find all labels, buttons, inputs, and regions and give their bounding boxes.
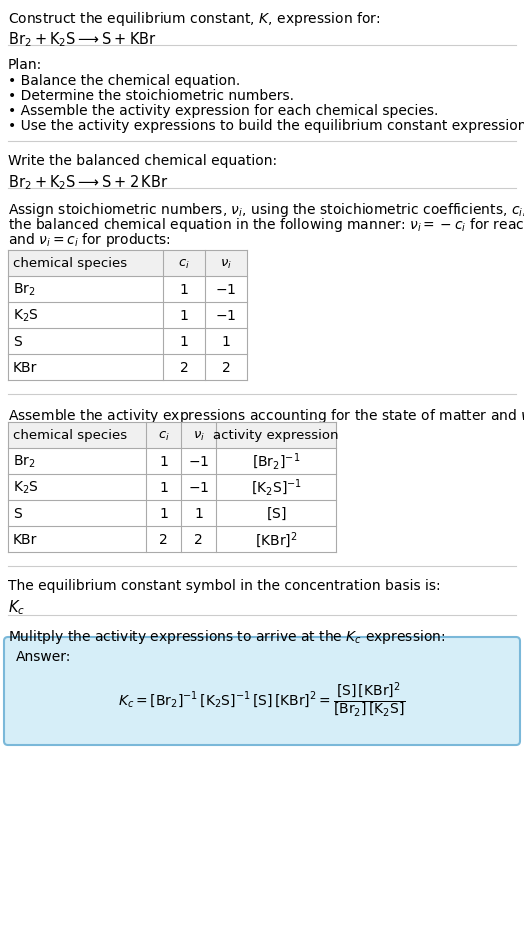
Text: $\mathrm{K_2S}$: $\mathrm{K_2S}$ bbox=[13, 479, 39, 496]
Text: chemical species: chemical species bbox=[13, 429, 127, 442]
Text: 2: 2 bbox=[194, 532, 203, 546]
Text: $\mathrm{Br_2 + K_2S \longrightarrow S + KBr}$: $\mathrm{Br_2 + K_2S \longrightarrow S +… bbox=[8, 30, 157, 49]
Text: Write the balanced chemical equation:: Write the balanced chemical equation: bbox=[8, 154, 277, 168]
FancyBboxPatch shape bbox=[8, 250, 247, 277]
Text: Assign stoichiometric numbers, $\nu_i$, using the stoichiometric coefficients, $: Assign stoichiometric numbers, $\nu_i$, … bbox=[8, 201, 524, 219]
Text: Answer:: Answer: bbox=[16, 649, 71, 664]
Text: 1: 1 bbox=[222, 335, 231, 348]
Text: 2: 2 bbox=[159, 532, 168, 546]
Text: $[\mathrm{K_2S}]^{-1}$: $[\mathrm{K_2S}]^{-1}$ bbox=[250, 477, 301, 498]
Text: 1: 1 bbox=[194, 506, 203, 521]
Text: activity expression: activity expression bbox=[213, 429, 339, 442]
Text: 1: 1 bbox=[180, 308, 189, 323]
Text: $[\mathrm{S}]$: $[\mathrm{S}]$ bbox=[266, 506, 286, 522]
Text: • Determine the stoichiometric numbers.: • Determine the stoichiometric numbers. bbox=[8, 89, 294, 103]
FancyBboxPatch shape bbox=[8, 423, 336, 448]
Text: Mulitply the activity expressions to arrive at the $K_c$ expression:: Mulitply the activity expressions to arr… bbox=[8, 627, 445, 645]
Text: $\mathrm{Br_2 + K_2S \longrightarrow S + 2\,KBr}$: $\mathrm{Br_2 + K_2S \longrightarrow S +… bbox=[8, 173, 168, 191]
Text: $\nu_i$: $\nu_i$ bbox=[192, 429, 204, 442]
Text: 1: 1 bbox=[180, 283, 189, 297]
Text: KBr: KBr bbox=[13, 532, 37, 546]
Text: $c_i$: $c_i$ bbox=[178, 257, 190, 270]
Text: $\mathrm{Br_2}$: $\mathrm{Br_2}$ bbox=[13, 282, 36, 298]
Text: $-1$: $-1$ bbox=[188, 454, 209, 468]
Text: $\mathrm{Br_2}$: $\mathrm{Br_2}$ bbox=[13, 453, 36, 469]
Text: KBr: KBr bbox=[13, 361, 37, 374]
Text: 1: 1 bbox=[159, 506, 168, 521]
Text: the balanced chemical equation in the following manner: $\nu_i = -c_i$ for react: the balanced chemical equation in the fo… bbox=[8, 216, 524, 234]
Text: $\mathrm{K_2S}$: $\mathrm{K_2S}$ bbox=[13, 307, 39, 324]
Text: $K_c$: $K_c$ bbox=[8, 597, 25, 616]
Text: 2: 2 bbox=[222, 361, 231, 374]
Text: $-1$: $-1$ bbox=[215, 283, 237, 297]
Text: 1: 1 bbox=[159, 481, 168, 494]
Text: The equilibrium constant symbol in the concentration basis is:: The equilibrium constant symbol in the c… bbox=[8, 579, 441, 592]
Text: • Use the activity expressions to build the equilibrium constant expression.: • Use the activity expressions to build … bbox=[8, 119, 524, 133]
Text: $-1$: $-1$ bbox=[215, 308, 237, 323]
Text: Construct the equilibrium constant, $K$, expression for:: Construct the equilibrium constant, $K$,… bbox=[8, 10, 380, 28]
Text: chemical species: chemical species bbox=[13, 257, 127, 270]
Text: 1: 1 bbox=[180, 335, 189, 348]
Text: Assemble the activity expressions accounting for the state of matter and $\nu_i$: Assemble the activity expressions accoun… bbox=[8, 407, 524, 425]
Text: $c_i$: $c_i$ bbox=[158, 429, 169, 442]
Text: • Assemble the activity expression for each chemical species.: • Assemble the activity expression for e… bbox=[8, 104, 439, 118]
Text: S: S bbox=[13, 506, 22, 521]
Text: 1: 1 bbox=[159, 454, 168, 468]
Text: $K_c = [\mathrm{Br_2}]^{-1}\,[\mathrm{K_2S}]^{-1}\,[\mathrm{S}]\,[\mathrm{KBr}]^: $K_c = [\mathrm{Br_2}]^{-1}\,[\mathrm{K_… bbox=[118, 680, 406, 719]
FancyBboxPatch shape bbox=[4, 637, 520, 745]
Text: Plan:: Plan: bbox=[8, 58, 42, 72]
Text: 2: 2 bbox=[180, 361, 188, 374]
Text: and $\nu_i = c_i$ for products:: and $\nu_i = c_i$ for products: bbox=[8, 230, 171, 248]
Text: $[\mathrm{Br_2}]^{-1}$: $[\mathrm{Br_2}]^{-1}$ bbox=[252, 451, 300, 471]
Text: $\nu_i$: $\nu_i$ bbox=[220, 257, 232, 270]
Text: • Balance the chemical equation.: • Balance the chemical equation. bbox=[8, 74, 240, 88]
Text: $[\mathrm{KBr}]^2$: $[\mathrm{KBr}]^2$ bbox=[255, 529, 297, 549]
Text: $-1$: $-1$ bbox=[188, 481, 209, 494]
Text: S: S bbox=[13, 335, 22, 348]
